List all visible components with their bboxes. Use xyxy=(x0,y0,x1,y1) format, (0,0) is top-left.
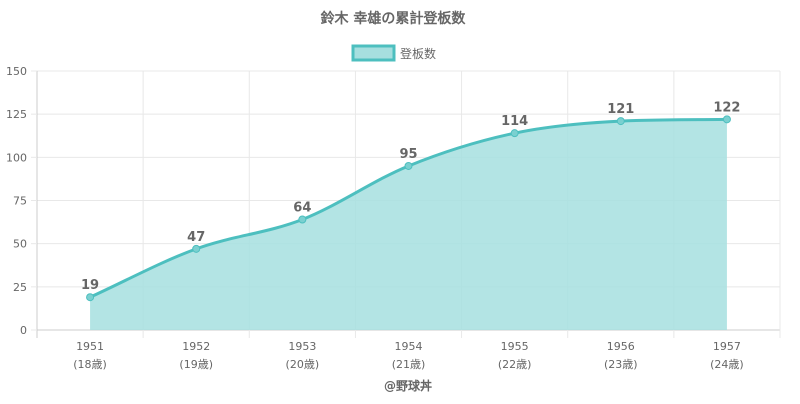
data-point xyxy=(298,215,307,224)
y-tick-label: 75 xyxy=(13,195,27,208)
data-point xyxy=(192,244,201,253)
data-label: 114 xyxy=(501,114,528,129)
y-tick-label: 125 xyxy=(6,108,27,121)
y-tick-label: 25 xyxy=(13,281,27,294)
y-tick-label: 0 xyxy=(20,324,27,337)
x-tick-label: 1952 xyxy=(182,340,210,353)
marks-layer: 19 47 64 95 114 121 122 xyxy=(81,100,740,302)
x-tick-sublabel: (23歳) xyxy=(604,358,638,371)
y-tick-label: 50 xyxy=(13,238,27,251)
x-tick-sublabel: (22歳) xyxy=(498,358,532,371)
chart-title: 鈴木 幸雄の累計登板数 xyxy=(321,10,467,27)
y-tick-label: 150 xyxy=(6,65,27,78)
x-tick-sublabel: (19歳) xyxy=(179,358,213,371)
data-point xyxy=(722,115,731,124)
data-label: 95 xyxy=(399,147,417,162)
area-fill xyxy=(90,119,727,330)
data-label: 64 xyxy=(293,200,311,215)
data-label: 47 xyxy=(187,230,205,245)
data-point xyxy=(86,293,95,302)
data-point xyxy=(404,161,413,170)
legend-swatch xyxy=(351,44,396,62)
x-tick-label: 1955 xyxy=(501,340,529,353)
x-tick-sublabel: (18歳) xyxy=(73,358,107,371)
legend-label: 登板数 xyxy=(400,46,436,61)
x-tick-label: 1951 xyxy=(76,340,104,353)
credit: @野球丼 xyxy=(384,378,432,393)
data-label: 19 xyxy=(81,278,99,293)
x-tick-sublabel: (21歳) xyxy=(392,358,426,371)
x-tick-label: 1957 xyxy=(713,340,741,353)
y-tick-label: 100 xyxy=(6,151,27,164)
data-label: 121 xyxy=(607,102,634,117)
x-tick-sublabel: (20歳) xyxy=(286,358,320,371)
data-point xyxy=(510,129,519,138)
x-tick-label: 1954 xyxy=(395,340,423,353)
x-tick-label: 1953 xyxy=(288,340,316,353)
x-tick-label: 1956 xyxy=(607,340,635,353)
x-tick-sublabel: (24歳) xyxy=(710,358,744,371)
data-point xyxy=(616,117,625,126)
data-label: 122 xyxy=(713,100,740,115)
axes: 0 25 50 75 100 125 150 1951 (18歳) 1952 (19歳) 1953 (2… xyxy=(6,65,744,371)
legend[interactable]: 登板数 xyxy=(351,44,436,62)
